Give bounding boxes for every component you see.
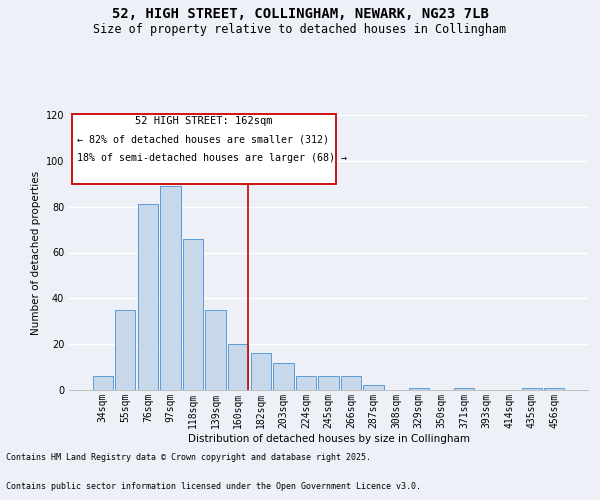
X-axis label: Distribution of detached houses by size in Collingham: Distribution of detached houses by size … bbox=[187, 434, 470, 444]
Text: Size of property relative to detached houses in Collingham: Size of property relative to detached ho… bbox=[94, 22, 506, 36]
Bar bbox=[296, 376, 316, 390]
Text: Contains HM Land Registry data © Crown copyright and database right 2025.: Contains HM Land Registry data © Crown c… bbox=[6, 454, 371, 462]
Text: 52, HIGH STREET, COLLINGHAM, NEWARK, NG23 7LB: 52, HIGH STREET, COLLINGHAM, NEWARK, NG2… bbox=[112, 8, 488, 22]
Bar bbox=[521, 388, 542, 390]
FancyBboxPatch shape bbox=[71, 114, 336, 184]
Bar bbox=[92, 376, 113, 390]
Text: 18% of semi-detached houses are larger (68) →: 18% of semi-detached houses are larger (… bbox=[77, 153, 347, 163]
Y-axis label: Number of detached properties: Number of detached properties bbox=[31, 170, 41, 334]
Bar bbox=[341, 376, 361, 390]
Bar bbox=[138, 204, 158, 390]
Bar bbox=[409, 388, 429, 390]
Bar bbox=[160, 186, 181, 390]
Text: Contains public sector information licensed under the Open Government Licence v3: Contains public sector information licen… bbox=[6, 482, 421, 491]
Bar bbox=[251, 354, 271, 390]
Bar bbox=[183, 239, 203, 390]
Bar bbox=[205, 310, 226, 390]
Text: 52 HIGH STREET: 162sqm: 52 HIGH STREET: 162sqm bbox=[135, 116, 272, 126]
Bar bbox=[364, 386, 384, 390]
Bar bbox=[273, 362, 293, 390]
Bar bbox=[544, 388, 565, 390]
Bar bbox=[228, 344, 248, 390]
Text: ← 82% of detached houses are smaller (312): ← 82% of detached houses are smaller (31… bbox=[77, 134, 329, 144]
Bar bbox=[319, 376, 338, 390]
Bar bbox=[454, 388, 474, 390]
Bar bbox=[115, 310, 136, 390]
